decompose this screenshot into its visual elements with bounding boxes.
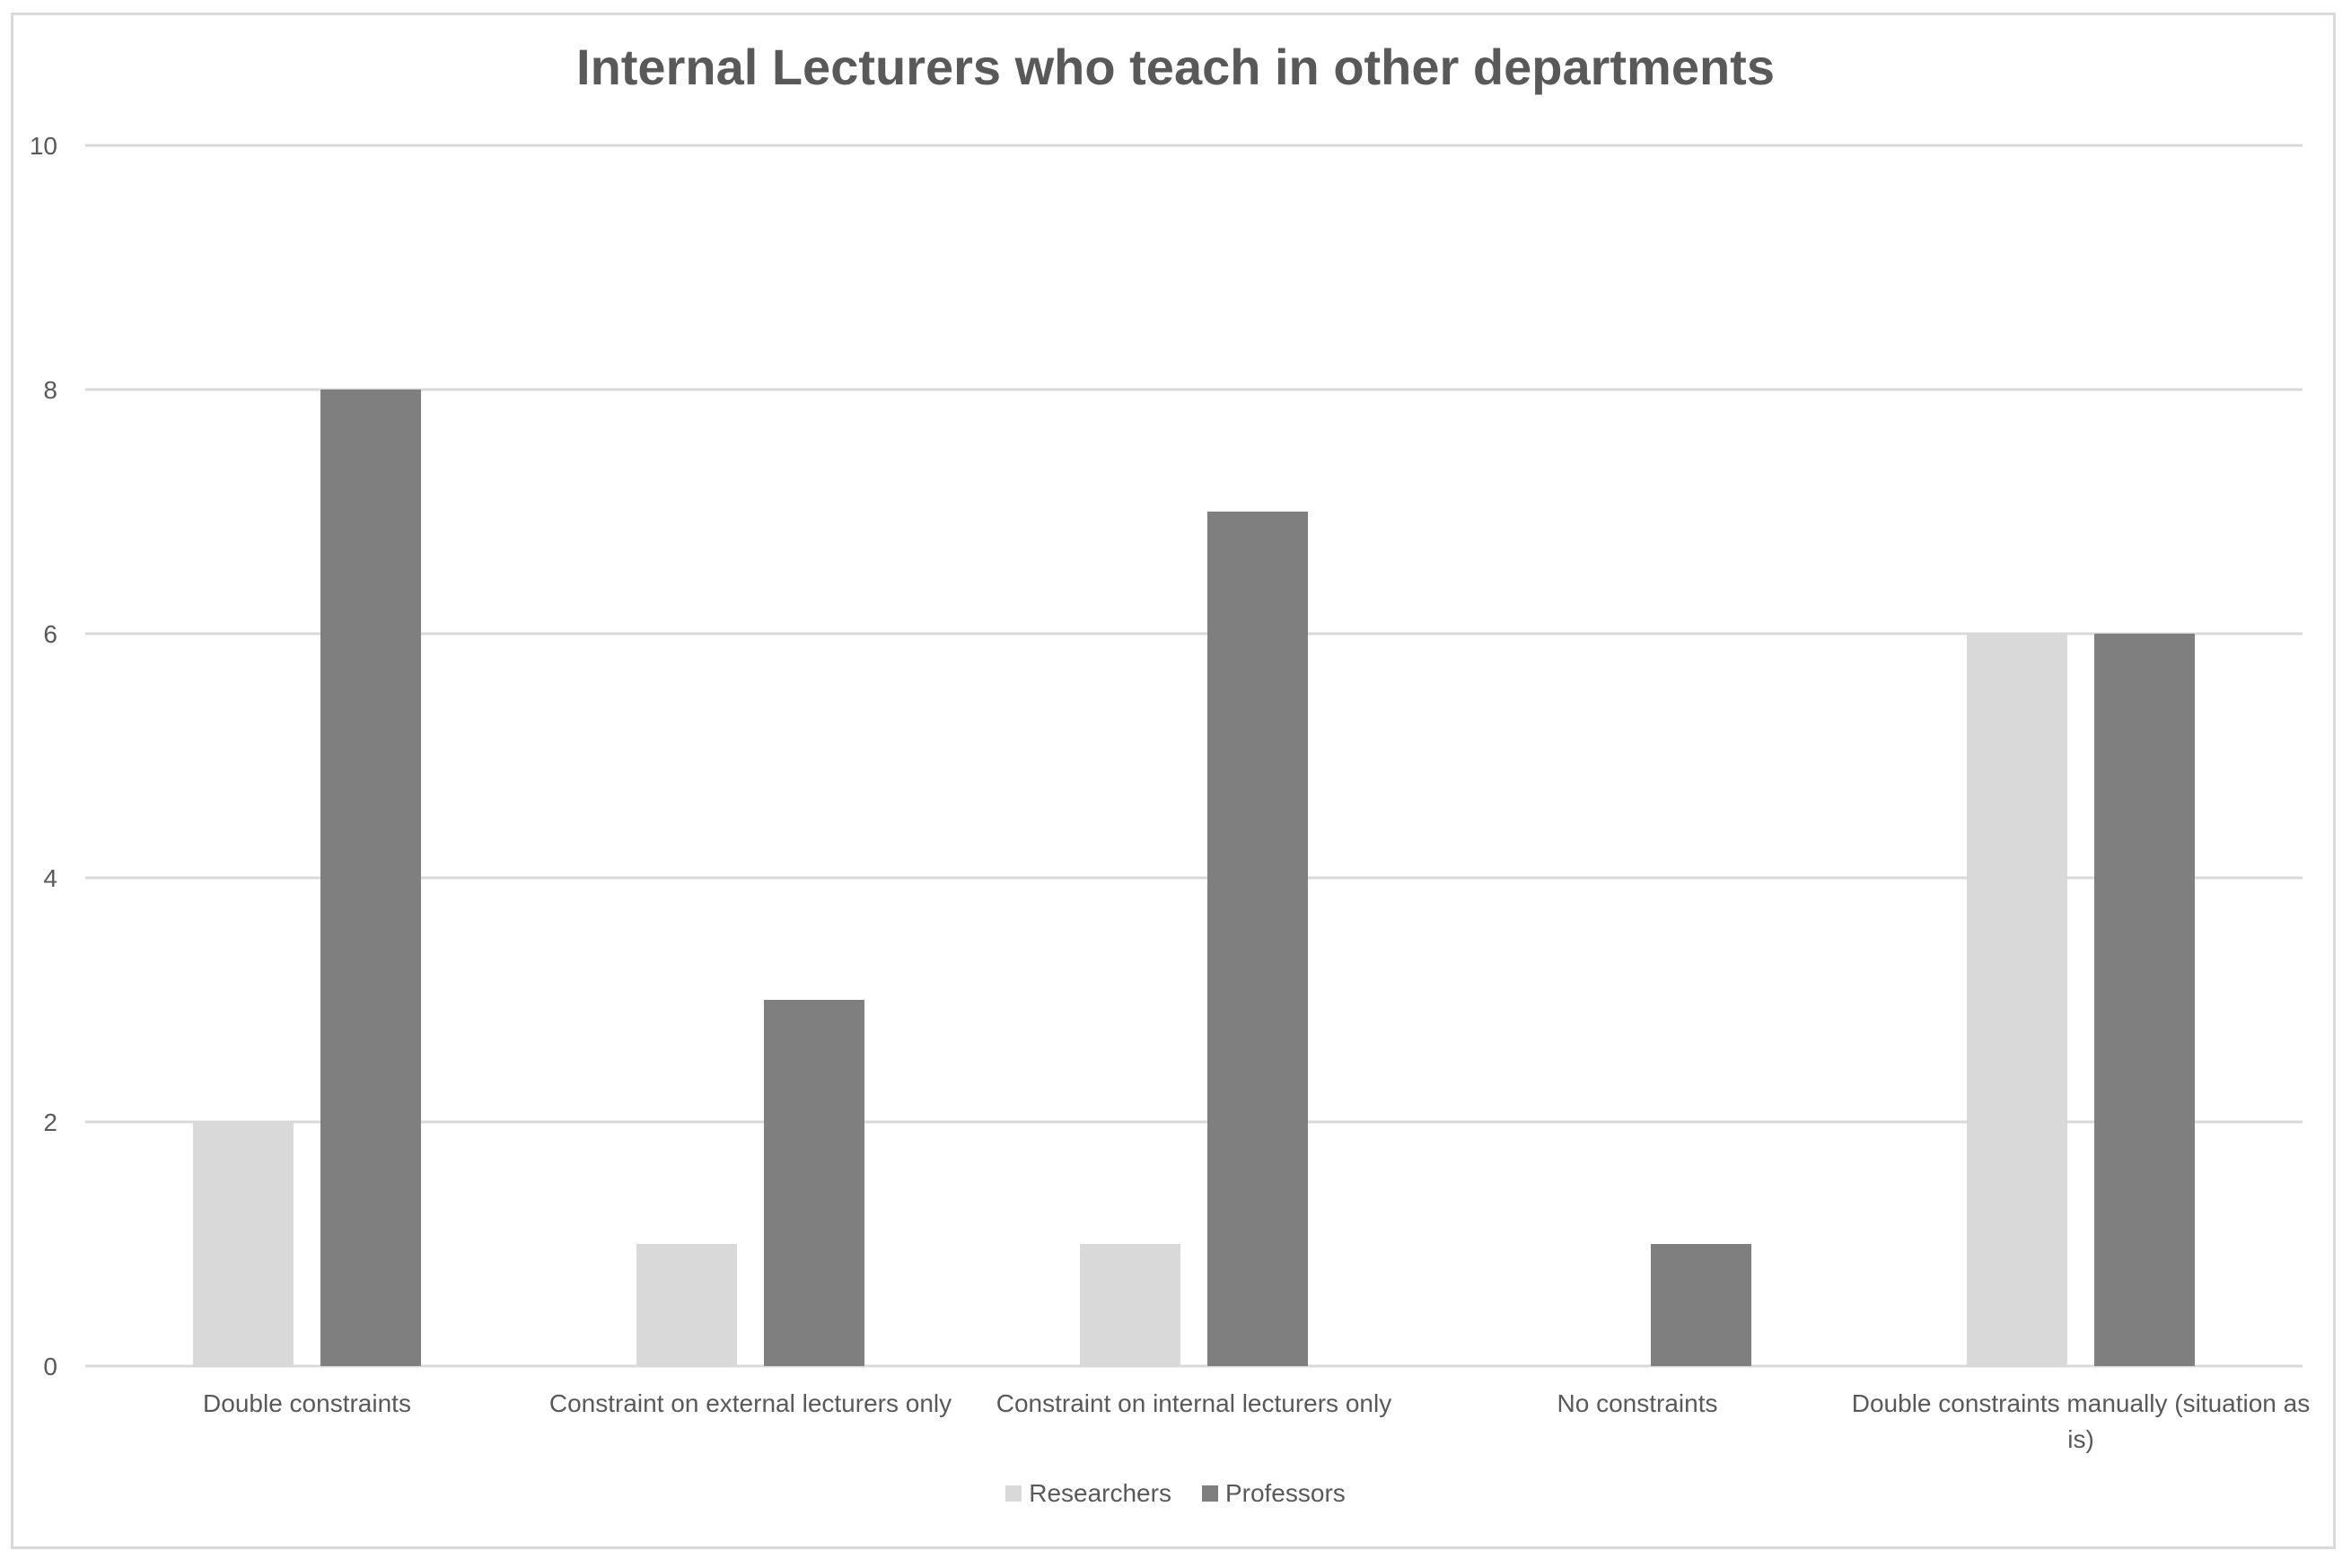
chart-title: Internal Lecturers who teach in other de… — [576, 39, 1775, 95]
legend-label-professors: Professors — [1224, 1479, 1346, 1507]
legend-swatch-researchers — [1005, 1485, 1022, 1502]
y-tick-label: 6 — [43, 620, 57, 648]
legend-item-professors: Professors — [1201, 1479, 1346, 1508]
bar-researchers — [636, 1244, 737, 1366]
y-tick-label: 4 — [43, 864, 57, 892]
bar-researchers — [1080, 1244, 1180, 1366]
legend-item-researchers: Researchers — [1005, 1479, 1171, 1508]
y-tick-label: 0 — [43, 1353, 57, 1380]
x-tick-label: Double constraints — [203, 1389, 411, 1417]
legend-swatch-professors — [1201, 1485, 1218, 1502]
x-tick-label: Constraint on external lecturers only — [549, 1389, 952, 1417]
bar-researchers — [193, 1122, 294, 1366]
legend-label-researchers: Researchers — [1029, 1479, 1171, 1507]
x-tick-label: Double constraints manually (situation a… — [1852, 1389, 2310, 1453]
x-tick-label: Constraint on internal lecturers only — [996, 1389, 1391, 1417]
y-tick-label: 8 — [43, 376, 57, 404]
bar-professors — [764, 1000, 864, 1366]
y-tick-label: 10 — [30, 132, 57, 160]
bar-researchers — [1967, 634, 2067, 1366]
y-tick-label: 2 — [43, 1108, 57, 1136]
x-tick-label: No constraints — [1557, 1389, 1718, 1417]
bar-professors — [1207, 512, 1308, 1366]
bar-professors — [320, 390, 421, 1366]
bar-professors — [1651, 1244, 1751, 1366]
legend: Researchers Professors — [0, 1479, 2351, 1508]
bar-professors — [2094, 634, 2195, 1366]
